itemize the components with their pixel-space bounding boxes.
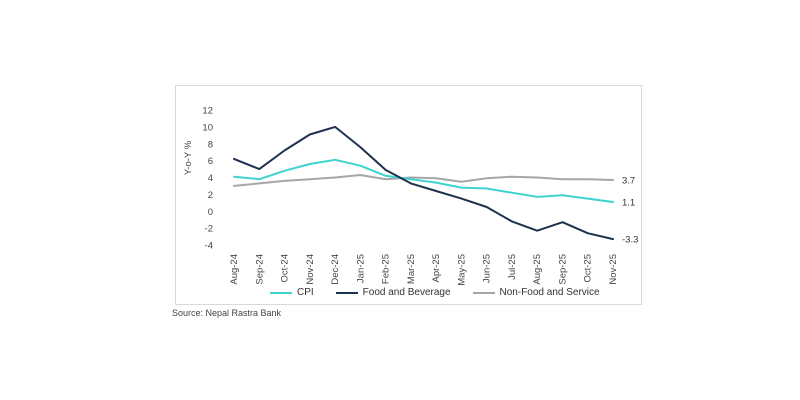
x-tick-label: Feb-25 — [381, 254, 392, 284]
x-tick-label: Sep-24 — [254, 254, 265, 285]
legend-swatch — [472, 291, 495, 294]
y-tick-label: 2 — [208, 190, 213, 201]
x-tick-label: Oct-25 — [583, 254, 594, 283]
series-lines — [233, 125, 614, 241]
series-line-non-food-and-service — [233, 174, 614, 187]
x-tick-label: Dec-24 — [330, 254, 341, 285]
x-tick-label: Jul-25 — [507, 254, 518, 280]
y-axis-label: Y-o-Y % — [183, 140, 194, 175]
y-tick-label: -4 — [205, 241, 213, 252]
source-note: Source: Nepal Rastra Bank — [172, 308, 282, 318]
x-tick-label: Nov-24 — [305, 254, 316, 285]
end-value-label: 3.7 — [622, 176, 635, 187]
legend-item: CPI — [270, 287, 314, 298]
legend-label: Non-Food and Service — [499, 287, 600, 298]
y-tick-label: 8 — [208, 139, 213, 150]
y-tick-label: 6 — [208, 156, 213, 167]
end-labels: 1.1 -3.3 3.7 — [622, 176, 638, 246]
x-tick-label: Jun-25 — [482, 254, 493, 283]
x-tick-label: Apr-25 — [431, 254, 442, 283]
legend-label: CPI — [297, 287, 314, 298]
x-tick-label: Aug-25 — [532, 254, 543, 285]
x-tick-label: Mar-25 — [406, 254, 417, 284]
legend-swatch — [335, 291, 358, 294]
legend-item: Non-Food and Service — [472, 287, 600, 298]
legend-label: Food and Beverage — [362, 287, 451, 298]
y-tick-label: 10 — [202, 122, 213, 133]
y-tick-label: 12 — [202, 106, 213, 117]
end-value-label: -3.3 — [622, 235, 638, 246]
line-chart: -4 -2 0 2 4 6 8 10 12 Aug-24 Sep-24 Oct-24 Nov-24 De… — [183, 106, 638, 286]
x-tick-label: Jan-25 — [355, 254, 366, 283]
y-axis: -4 -2 0 2 4 6 8 10 12 — [202, 106, 213, 252]
x-tick-label: May-25 — [456, 254, 467, 286]
x-tick-label: Oct-24 — [280, 254, 291, 283]
end-value-label: 1.1 — [622, 197, 635, 208]
legend: CPI Food and Beverage Non-Food and Service — [270, 287, 622, 298]
x-tick-label: Sep-25 — [557, 254, 568, 285]
chart-frame: -4 -2 0 2 4 6 8 10 12 Aug-24 Sep-24 Oct-24 Nov-24 De… — [175, 85, 642, 305]
y-tick-label: 4 — [208, 173, 213, 184]
series-line-cpi — [233, 158, 614, 203]
y-tick-label: 0 — [208, 207, 213, 218]
series-line-food-and-beverage — [233, 125, 614, 241]
x-axis: Aug-24 Sep-24 Oct-24 Nov-24 Dec-24 Jan-25 Feb-… — [229, 254, 619, 286]
x-tick-label: Nov-25 — [608, 254, 619, 285]
y-tick-label: -2 — [205, 224, 213, 235]
x-tick-label: Aug-24 — [229, 254, 240, 285]
legend-item: Food and Beverage — [335, 287, 451, 298]
legend-swatch — [270, 291, 292, 294]
